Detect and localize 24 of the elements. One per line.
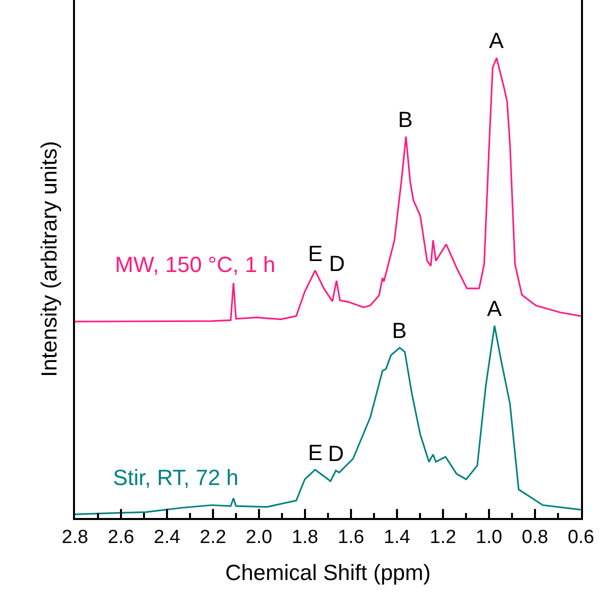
annotation: A [489, 28, 504, 53]
series-label: Stir, RT, 72 h [113, 465, 239, 490]
annotation: E [308, 241, 323, 266]
x-tick-label: 1.6 [338, 526, 364, 548]
x-tick-label: 1.0 [476, 526, 502, 548]
x-tick-label: 1.2 [430, 526, 456, 548]
x-tick-label: 2.6 [108, 526, 134, 548]
x-tick-label: 1.4 [384, 526, 411, 548]
x-tick-label: 2.0 [246, 526, 272, 548]
x-tick-label: 2.8 [62, 526, 88, 548]
annotation: D [329, 251, 345, 276]
series-label: MW, 150 °C, 1 h [115, 252, 276, 277]
x-tick-label: 0.8 [522, 526, 548, 548]
annotation: E [308, 440, 323, 465]
x-axis-title: Chemical Shift (ppm) [225, 560, 431, 586]
annotation: D [328, 441, 344, 466]
x-tick-label: 2.4 [154, 526, 181, 548]
x-tick-label: 2.2 [200, 526, 226, 548]
y-axis-title: Intensity (arbitrary units) [36, 141, 62, 377]
x-tick-label: 0.6 [568, 526, 594, 548]
annotation: A [487, 296, 502, 321]
annotation: B [392, 318, 407, 343]
x-tick-label: 1.8 [292, 526, 318, 548]
annotation: B [398, 107, 413, 132]
